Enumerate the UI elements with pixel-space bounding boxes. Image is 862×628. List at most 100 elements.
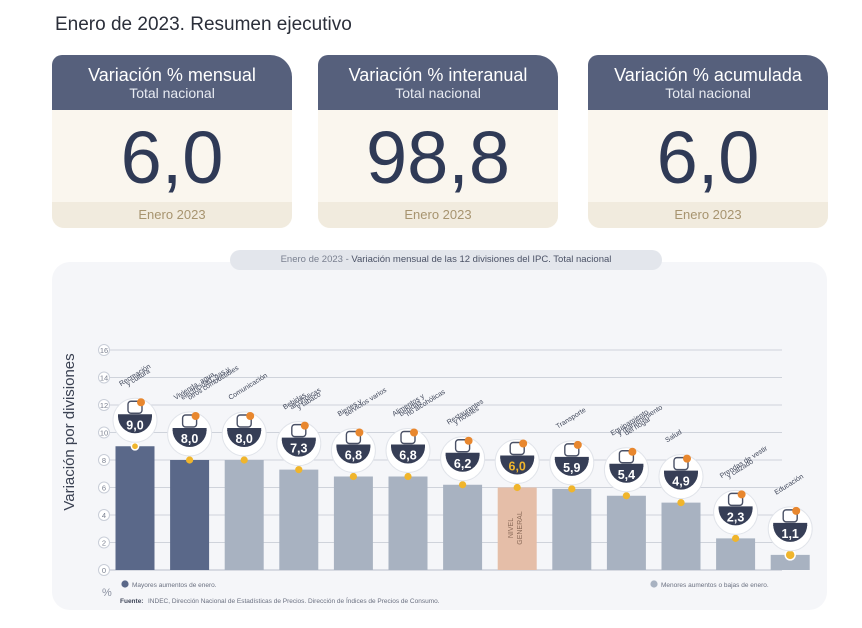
value-badge: [445, 454, 480, 472]
washing-machine-icon-accent: [628, 447, 637, 456]
legend-swatch: [650, 580, 658, 588]
kpi-period: Enero 2023: [318, 202, 558, 228]
books-icon: [782, 506, 801, 523]
value-badge: [281, 439, 316, 457]
cutlery-plate-icon-shape: [454, 439, 471, 453]
chart-title: Enero de 2023 - Variación mensual de las…: [230, 250, 662, 270]
value-badge: [664, 472, 698, 490]
chart-bar: [497, 487, 537, 570]
chart-bar: [224, 460, 264, 570]
data-label: 2,3: [727, 510, 744, 524]
legend-label: Menores aumentos o bajas de enero.: [661, 582, 769, 589]
lightbulb-faucet-icon-accent: [191, 412, 200, 420]
chart-bar: [443, 484, 483, 570]
kpi-title: Variación % acumulada: [614, 65, 802, 85]
books-icon-accent: [792, 506, 801, 515]
washing-machine-icon: [618, 447, 637, 464]
books-icon-shape: [782, 509, 798, 523]
tshirt-icon: [727, 490, 746, 507]
value-badge-top: [445, 452, 480, 456]
chart-title-text: Variación mensual de las 12 divisiones d…: [351, 254, 612, 265]
value-badge: [391, 446, 425, 464]
y-tick-bubble: [98, 426, 110, 439]
bar-marker: [130, 441, 140, 451]
kpi-body: 6,0 Enero 2023: [52, 110, 292, 228]
data-label: 5,4: [618, 468, 635, 482]
scissors-comb-icon-shape: [345, 430, 362, 445]
y-tick-label: 10: [100, 429, 108, 438]
cutlery-plate-icon: [454, 436, 473, 453]
chart-bar: [661, 502, 701, 570]
scissors-comb-icon-accent: [355, 428, 364, 437]
y-tick-bubble: [98, 536, 110, 549]
mixed-basket-icon-shape: [509, 441, 525, 456]
chart-bar: [333, 476, 373, 570]
value-badge: [227, 430, 262, 447]
smartphone-icon: [236, 412, 255, 428]
kpi-subtitle: Total nacional: [665, 85, 751, 101]
kpi-period: Enero 2023: [588, 202, 828, 228]
source-text: INDEC, Dirección Nacional de Estadística…: [148, 596, 440, 605]
kpi-subtitle: Total nacional: [395, 85, 481, 101]
mixed-basket-icon-accent: [519, 439, 528, 448]
food-basket-icon-shape: [400, 430, 416, 445]
category-label: Salud: [664, 429, 683, 444]
kpi-value: 6,0: [656, 116, 760, 199]
chart-bar: [716, 538, 756, 570]
lightbulb-faucet-icon: [181, 412, 200, 428]
kpi-header: Variación % mensual Total nacional: [52, 55, 292, 110]
value-badge: [118, 416, 152, 434]
bar-marker: [404, 472, 412, 481]
kpi-period: Enero 2023: [52, 202, 292, 228]
value-badge: [336, 446, 371, 464]
bar-marker: [295, 466, 303, 474]
y-tick-label: 2: [102, 539, 106, 548]
kpi-title: Variación % mensual: [88, 65, 256, 85]
tshirt-icon-shape: [727, 492, 744, 507]
wine-bottle-icon-accent: [300, 421, 309, 430]
data-label: 7,3: [290, 442, 307, 456]
chart-title-period: Enero de 2023: [280, 254, 343, 265]
kpi-card-acumulada: Variación % acumulada Total nacional 6,0…: [588, 55, 828, 228]
value-badge: [172, 430, 207, 447]
chart-bar: [606, 495, 646, 570]
lightbulb-faucet-icon-shape: [181, 414, 198, 428]
smartphone-icon-accent: [246, 412, 255, 420]
chart-bar: [170, 460, 210, 570]
data-label: 6,8: [345, 449, 362, 463]
value-badge: [609, 465, 644, 483]
bus-icon: [564, 440, 582, 457]
bar-marker: [568, 485, 576, 493]
value-badge-top: [281, 437, 316, 441]
medical-cross-icon-accent: [683, 454, 691, 463]
data-label: 6,0: [509, 460, 526, 474]
bar-inner-label: GENERAL: [517, 511, 524, 545]
value-badge-top: [500, 455, 535, 459]
y-tick-bubble: [98, 399, 110, 411]
chart-bar: [552, 488, 592, 570]
value-badge-top: [718, 506, 753, 510]
y-axis-label: Variación por divisiones: [61, 353, 78, 510]
data-label: 1,1: [782, 527, 799, 541]
kpi-card-interanual: Variación % interanual Total nacional 98…: [318, 55, 558, 228]
y-tick-bubble: [98, 481, 110, 494]
food-basket-icon-accent: [410, 428, 418, 437]
smartphone-icon-shape: [236, 414, 252, 428]
chart-bar: [115, 446, 155, 570]
value-badge: [773, 524, 808, 542]
data-label: 5,9: [563, 461, 580, 475]
kpi-card-mensual: Variación % mensual Total nacional 6,0 E…: [52, 55, 292, 228]
beach-umbrella-icon-accent: [137, 398, 145, 407]
bar-marker: [513, 483, 521, 492]
beach-umbrella-icon-shape: [127, 400, 143, 414]
bar-marker: [240, 456, 248, 464]
cutlery-plate-icon-accent: [464, 436, 473, 445]
category-label: Educación: [774, 473, 806, 496]
category-label: servicios varios: [344, 387, 389, 419]
legend-label: Mayores aumentos de enero.: [132, 582, 217, 589]
data-label: 6,2: [454, 457, 471, 471]
y-tick-label: 4: [102, 511, 106, 520]
mixed-basket-icon: [509, 439, 528, 456]
chart-svg: Variación por divisiones% 0 2 4 6 8 10 12 14 16 9,…: [61, 344, 813, 605]
wine-bottle-icon-shape: [291, 423, 307, 438]
